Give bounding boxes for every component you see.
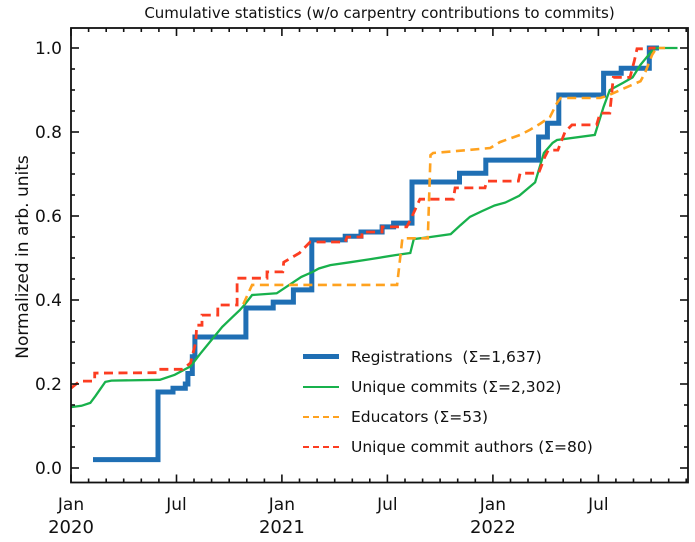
legend-label-educators: Educators (Σ=53) [351,407,489,426]
series-unique-commits-line [70,46,678,409]
y-tick-label: 0.4 [35,291,62,311]
chart-title: Cumulative statistics (w/o carpentry con… [144,4,615,22]
x-tick-label: Jan [268,495,295,515]
legend: Registrations (Σ=1,637) Unique commits (Σ… [303,346,593,457]
ticks [70,28,688,483]
legend-label-registrations: Registrations (Σ=1,637) [351,347,542,366]
legend-swatch-unique-commits [303,385,339,388]
y-axis-label: Normalized in arb. units [13,155,33,359]
x-tick-label: Jul [165,495,187,515]
legend-label-unique-commit-authors: Unique commit authors (Σ=80) [351,437,593,456]
legend-item-unique-commit-authors: Unique commit authors (Σ=80) [303,436,593,457]
series-educators-line [242,46,666,305]
series-unique-commit-authors-line [70,46,656,390]
y-tick-label: 0.8 [35,123,62,143]
legend-label-unique-commits: Unique commits (Σ=2,302) [351,377,562,396]
legend-swatch-unique-commit-authors [303,445,339,448]
axes-frame [70,27,689,484]
legend-swatch-educators [303,415,339,418]
y-tick-label: 1.0 [35,39,62,59]
x-tick-label: Jul [587,495,609,515]
x-tick-year-label: 2022 [470,517,516,538]
y-tick-label: 0.0 [35,459,62,479]
x-tick-year-label: 2021 [259,517,305,538]
y-tick-label: 0.2 [35,375,62,395]
y-tick-label: 0.6 [35,207,62,227]
legend-item-unique-commits: Unique commits (Σ=2,302) [303,376,593,397]
x-tick-label: Jul [376,495,398,515]
x-tick-label: Jan [57,495,84,515]
x-tick-label: Jan [479,495,506,515]
series-group [70,45,678,463]
legend-item-educators: Educators (Σ=53) [303,406,593,427]
legend-swatch-registrations [303,354,339,359]
x-tick-year-label: 2020 [48,517,94,538]
legend-item-registrations: Registrations (Σ=1,637) [303,346,593,367]
